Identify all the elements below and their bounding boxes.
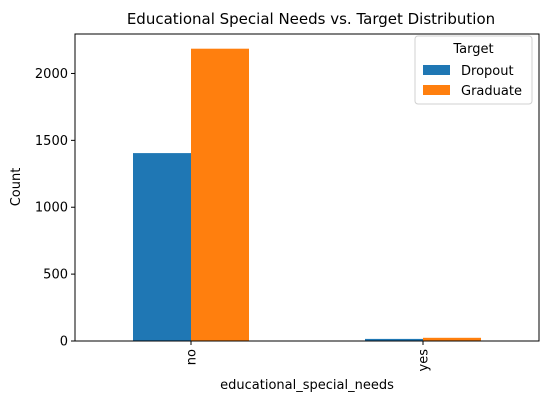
legend-swatch-graduate xyxy=(423,85,450,95)
y-tick-label: 500 xyxy=(43,268,68,283)
y-tick-label: 2000 xyxy=(35,67,68,82)
y-axis-label: Count xyxy=(9,168,24,207)
bar-graduate-no xyxy=(191,48,249,341)
y-tick-label: 0 xyxy=(60,335,68,350)
bar-graduate-yes xyxy=(423,337,481,341)
legend-label-graduate: Graduate xyxy=(461,84,522,99)
bar-dropout-no xyxy=(133,153,191,341)
x-tick-label: no xyxy=(185,349,200,365)
legend-title: Target xyxy=(452,42,493,57)
y-axis: 0 500 1000 1500 2000 xyxy=(35,67,75,350)
chart-title: Educational Special Needs vs. Target Dis… xyxy=(127,10,495,28)
y-tick-label: 1500 xyxy=(35,134,68,149)
x-tick-label: yes xyxy=(417,349,432,372)
x-axis-label: educational_special_needs xyxy=(220,378,394,393)
bars xyxy=(133,48,481,341)
bar-dropout-yes xyxy=(365,338,423,341)
y-tick-label: 1000 xyxy=(35,201,68,216)
legend: Target Dropout Graduate xyxy=(414,35,533,105)
x-axis: no yes xyxy=(185,341,432,371)
legend-label-dropout: Dropout xyxy=(461,64,514,79)
plot-frame xyxy=(74,33,540,342)
legend-swatch-dropout xyxy=(423,65,450,75)
